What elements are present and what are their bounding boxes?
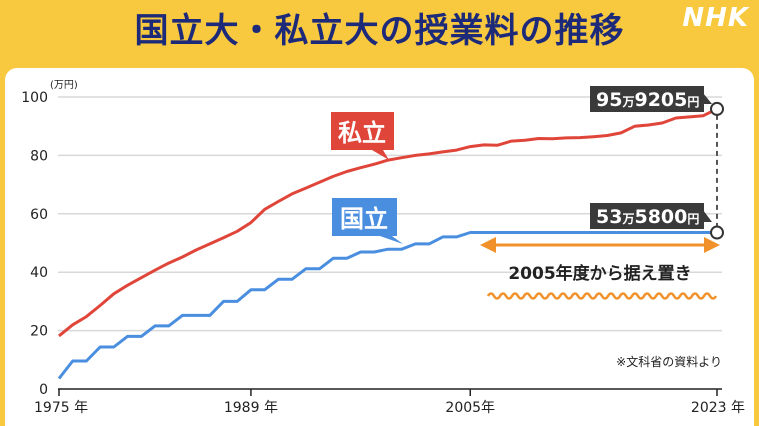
private-value-man: 95 <box>596 89 622 111</box>
x-tick-label: 2023 年 <box>691 400 745 416</box>
y-tick-labels: 0 20 40 60 80 100 <box>21 90 48 398</box>
endpoint-marker-national <box>711 227 723 239</box>
private-value-yen-unit: 円 <box>687 95 699 109</box>
private-series-callout: 私立 <box>331 112 394 160</box>
y-tick-label: 80 <box>30 148 48 164</box>
svg-text:53万5800円: 53万5800円 <box>596 206 699 228</box>
flat-period-label: 2005年度から据え置き <box>508 263 691 284</box>
flat-period-annotation: 2005年度から据え置き <box>480 237 720 299</box>
x-tick-label: 1989 年 <box>224 400 278 416</box>
x-tick-label: 1975 年 <box>34 400 88 416</box>
y-tick-label: 60 <box>30 207 48 223</box>
private-series-label: 私立 <box>338 119 386 147</box>
national-series-callout: 国立 <box>332 198 403 244</box>
national-series-label: 国立 <box>340 205 388 233</box>
national-value-rest: 5800 <box>634 206 687 228</box>
endpoint-marker-private <box>711 103 723 115</box>
private-value-callout: 95万9205円 <box>590 86 712 112</box>
private-value-man-unit: 万 <box>621 95 634 109</box>
x-tick-labels: 1975 年 1989 年 2005年 2023 年 <box>34 389 745 416</box>
y-tick-label: 40 <box>30 265 48 281</box>
y-tick-label: 20 <box>30 324 48 340</box>
national-value-man-unit: 万 <box>621 212 634 226</box>
y-tick-label: 0 <box>39 382 48 398</box>
source-note: ※文科省の資料より <box>616 354 722 369</box>
private-value-rest: 9205 <box>634 89 687 111</box>
national-value-callout: 53万5800円 <box>590 203 712 229</box>
x-tick-label: 2005年 <box>445 400 495 416</box>
y-tick-label: 100 <box>21 90 48 106</box>
national-value-man: 53 <box>596 206 622 228</box>
svg-text:95万9205円: 95万9205円 <box>596 89 699 111</box>
national-value-yen-unit: 円 <box>687 212 699 226</box>
wavy-underline <box>488 294 716 299</box>
y-axis-unit-label: (万円) <box>50 80 78 91</box>
